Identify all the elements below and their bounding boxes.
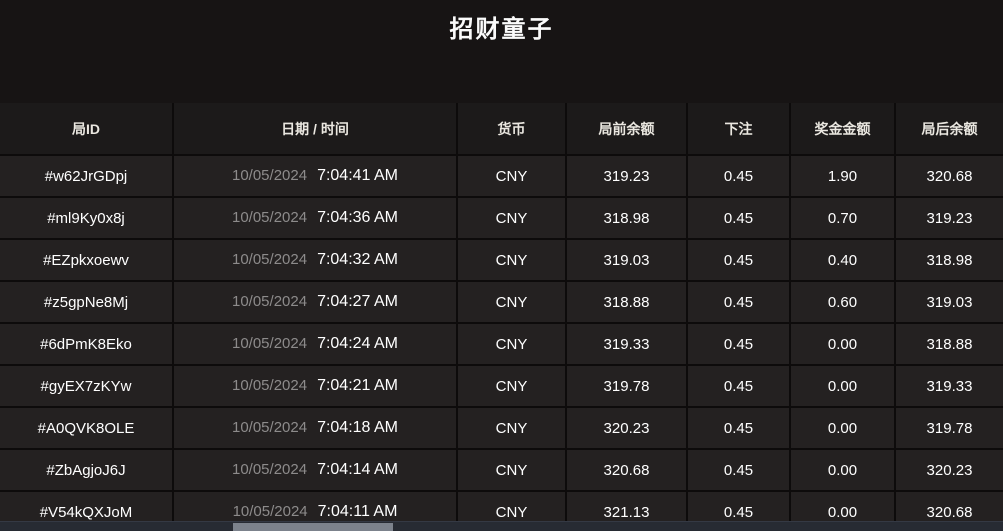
balance-before-cell: 318.98 (567, 198, 688, 240)
table-row: #EZpkxoewv 10/05/2024 7:04:32 AM CNY 319.03 0… (0, 240, 1003, 282)
bet-cell: 0.45 (688, 198, 791, 240)
bet-cell: 0.45 (688, 366, 791, 408)
currency-cell: CNY (458, 324, 567, 366)
prize-cell: 0.00 (791, 366, 896, 408)
currency-cell: CNY (458, 198, 567, 240)
column-header-balance-before: 局前余额 (567, 103, 688, 156)
prize-cell: 0.00 (791, 324, 896, 366)
date-text: 10/05/2024 (231, 419, 308, 436)
balance-before-cell: 319.78 (567, 366, 688, 408)
datetime-cell: 10/05/2024 7:04:36 AM (174, 198, 458, 240)
round-id-cell: #w62JrGDpj (0, 156, 174, 198)
balance-after-cell: 318.88 (896, 324, 1003, 366)
balance-before-cell: 320.68 (567, 450, 688, 492)
prize-cell: 0.40 (791, 240, 896, 282)
time-text: 7:04:21 AM (317, 377, 399, 394)
bet-cell: 0.45 (688, 450, 791, 492)
bet-cell: 0.45 (688, 282, 791, 324)
title-bar: 招财童子 (0, 0, 1003, 103)
currency-cell: CNY (458, 282, 567, 324)
game-history-table: 局ID 日期 / 时间 货币 局前余额 下注 奖金金额 局后余额 #w62JrGDpj 10/… (0, 103, 1003, 531)
table-row: #z5gpNe8Mj 10/05/2024 7:04:27 AM CNY 318.88 0… (0, 282, 1003, 324)
bet-cell: 0.45 (688, 324, 791, 366)
column-header-datetime: 日期 / 时间 (174, 103, 458, 156)
datetime-cell: 10/05/2024 7:04:14 AM (174, 450, 458, 492)
bet-cell: 0.45 (688, 156, 791, 198)
round-id-cell: #ml9Ky0x8j (0, 198, 174, 240)
balance-before-cell: 319.23 (567, 156, 688, 198)
bet-cell: 0.45 (688, 240, 791, 282)
currency-cell: CNY (458, 450, 567, 492)
table-row: #6dPmK8Eko 10/05/2024 7:04:24 AM CNY 319.33 0… (0, 324, 1003, 366)
time-text: 7:04:14 AM (317, 461, 399, 478)
currency-cell: CNY (458, 156, 567, 198)
round-id-cell: #gyEX7zKYw (0, 366, 174, 408)
balance-before-cell: 318.88 (567, 282, 688, 324)
time-text: 7:04:36 AM (317, 209, 399, 226)
datetime-cell: 10/05/2024 7:04:41 AM (174, 156, 458, 198)
date-text: 10/05/2024 (231, 293, 308, 310)
datetime-cell: 10/05/2024 7:04:18 AM (174, 408, 458, 450)
balance-after-cell: 320.23 (896, 450, 1003, 492)
column-header-currency: 货币 (458, 103, 567, 156)
balance-before-cell: 320.23 (567, 408, 688, 450)
prize-cell: 0.00 (791, 450, 896, 492)
table-body: #w62JrGDpj 10/05/2024 7:04:41 AM CNY 319.23 0… (0, 156, 1003, 531)
date-text: 10/05/2024 (231, 209, 308, 226)
time-text: 7:04:41 AM (317, 167, 399, 184)
table-row: #A0QVK8OLE 10/05/2024 7:04:18 AM CNY 320.23 0… (0, 408, 1003, 450)
time-text: 7:04:11 AM (317, 503, 398, 520)
date-text: 10/05/2024 (232, 503, 308, 520)
balance-after-cell: 319.33 (896, 366, 1003, 408)
table-row: #gyEX7zKYw 10/05/2024 7:04:21 AM CNY 319.78 0… (0, 366, 1003, 408)
balance-after-cell: 320.68 (896, 156, 1003, 198)
table-row: #ZbAgjoJ6J 10/05/2024 7:04:14 AM CNY 320.68 0… (0, 450, 1003, 492)
prize-cell: 0.00 (791, 408, 896, 450)
datetime-cell: 10/05/2024 7:04:24 AM (174, 324, 458, 366)
date-text: 10/05/2024 (231, 461, 308, 478)
table-row: #ml9Ky0x8j 10/05/2024 7:04:36 AM CNY 318.98 0… (0, 198, 1003, 240)
column-header-balance-after: 局后余额 (896, 103, 1003, 156)
time-text: 7:04:32 AM (317, 251, 399, 268)
balance-before-cell: 319.33 (567, 324, 688, 366)
time-text: 7:04:27 AM (317, 293, 399, 310)
balance-after-cell: 319.23 (896, 198, 1003, 240)
table-header-row: 局ID 日期 / 时间 货币 局前余额 下注 奖金金额 局后余额 (0, 103, 1003, 156)
datetime-cell: 10/05/2024 7:04:21 AM (174, 366, 458, 408)
datetime-cell: 10/05/2024 7:04:27 AM (174, 282, 458, 324)
horizontal-scrollbar[interactable] (0, 521, 1003, 531)
prize-cell: 0.70 (791, 198, 896, 240)
prize-cell: 0.60 (791, 282, 896, 324)
date-text: 10/05/2024 (231, 251, 308, 268)
round-id-cell: #ZbAgjoJ6J (0, 450, 174, 492)
currency-cell: CNY (458, 366, 567, 408)
currency-cell: CNY (458, 408, 567, 450)
round-id-cell: #EZpkxoewv (0, 240, 174, 282)
round-id-cell: #A0QVK8OLE (0, 408, 174, 450)
date-text: 10/05/2024 (231, 167, 308, 184)
date-text: 10/05/2024 (231, 377, 308, 394)
column-header-bet: 下注 (688, 103, 791, 156)
date-text: 10/05/2024 (231, 335, 308, 352)
balance-before-cell: 319.03 (567, 240, 688, 282)
time-text: 7:04:24 AM (317, 335, 399, 352)
bet-cell: 0.45 (688, 408, 791, 450)
round-id-cell: #z5gpNe8Mj (0, 282, 174, 324)
prize-cell: 1.90 (791, 156, 896, 198)
time-text: 7:04:18 AM (317, 419, 399, 436)
balance-after-cell: 319.78 (896, 408, 1003, 450)
page-title: 招财童子 (449, 16, 554, 43)
balance-after-cell: 318.98 (896, 240, 1003, 282)
column-header-round-id: 局ID (0, 103, 174, 156)
balance-after-cell: 319.03 (896, 282, 1003, 324)
table-row: #w62JrGDpj 10/05/2024 7:04:41 AM CNY 319.23 0… (0, 156, 1003, 198)
currency-cell: CNY (458, 240, 567, 282)
datetime-cell: 10/05/2024 7:04:32 AM (174, 240, 458, 282)
round-id-cell: #6dPmK8Eko (0, 324, 174, 366)
horizontal-scrollbar-thumb[interactable] (233, 523, 393, 531)
column-header-prize: 奖金金额 (791, 103, 896, 156)
